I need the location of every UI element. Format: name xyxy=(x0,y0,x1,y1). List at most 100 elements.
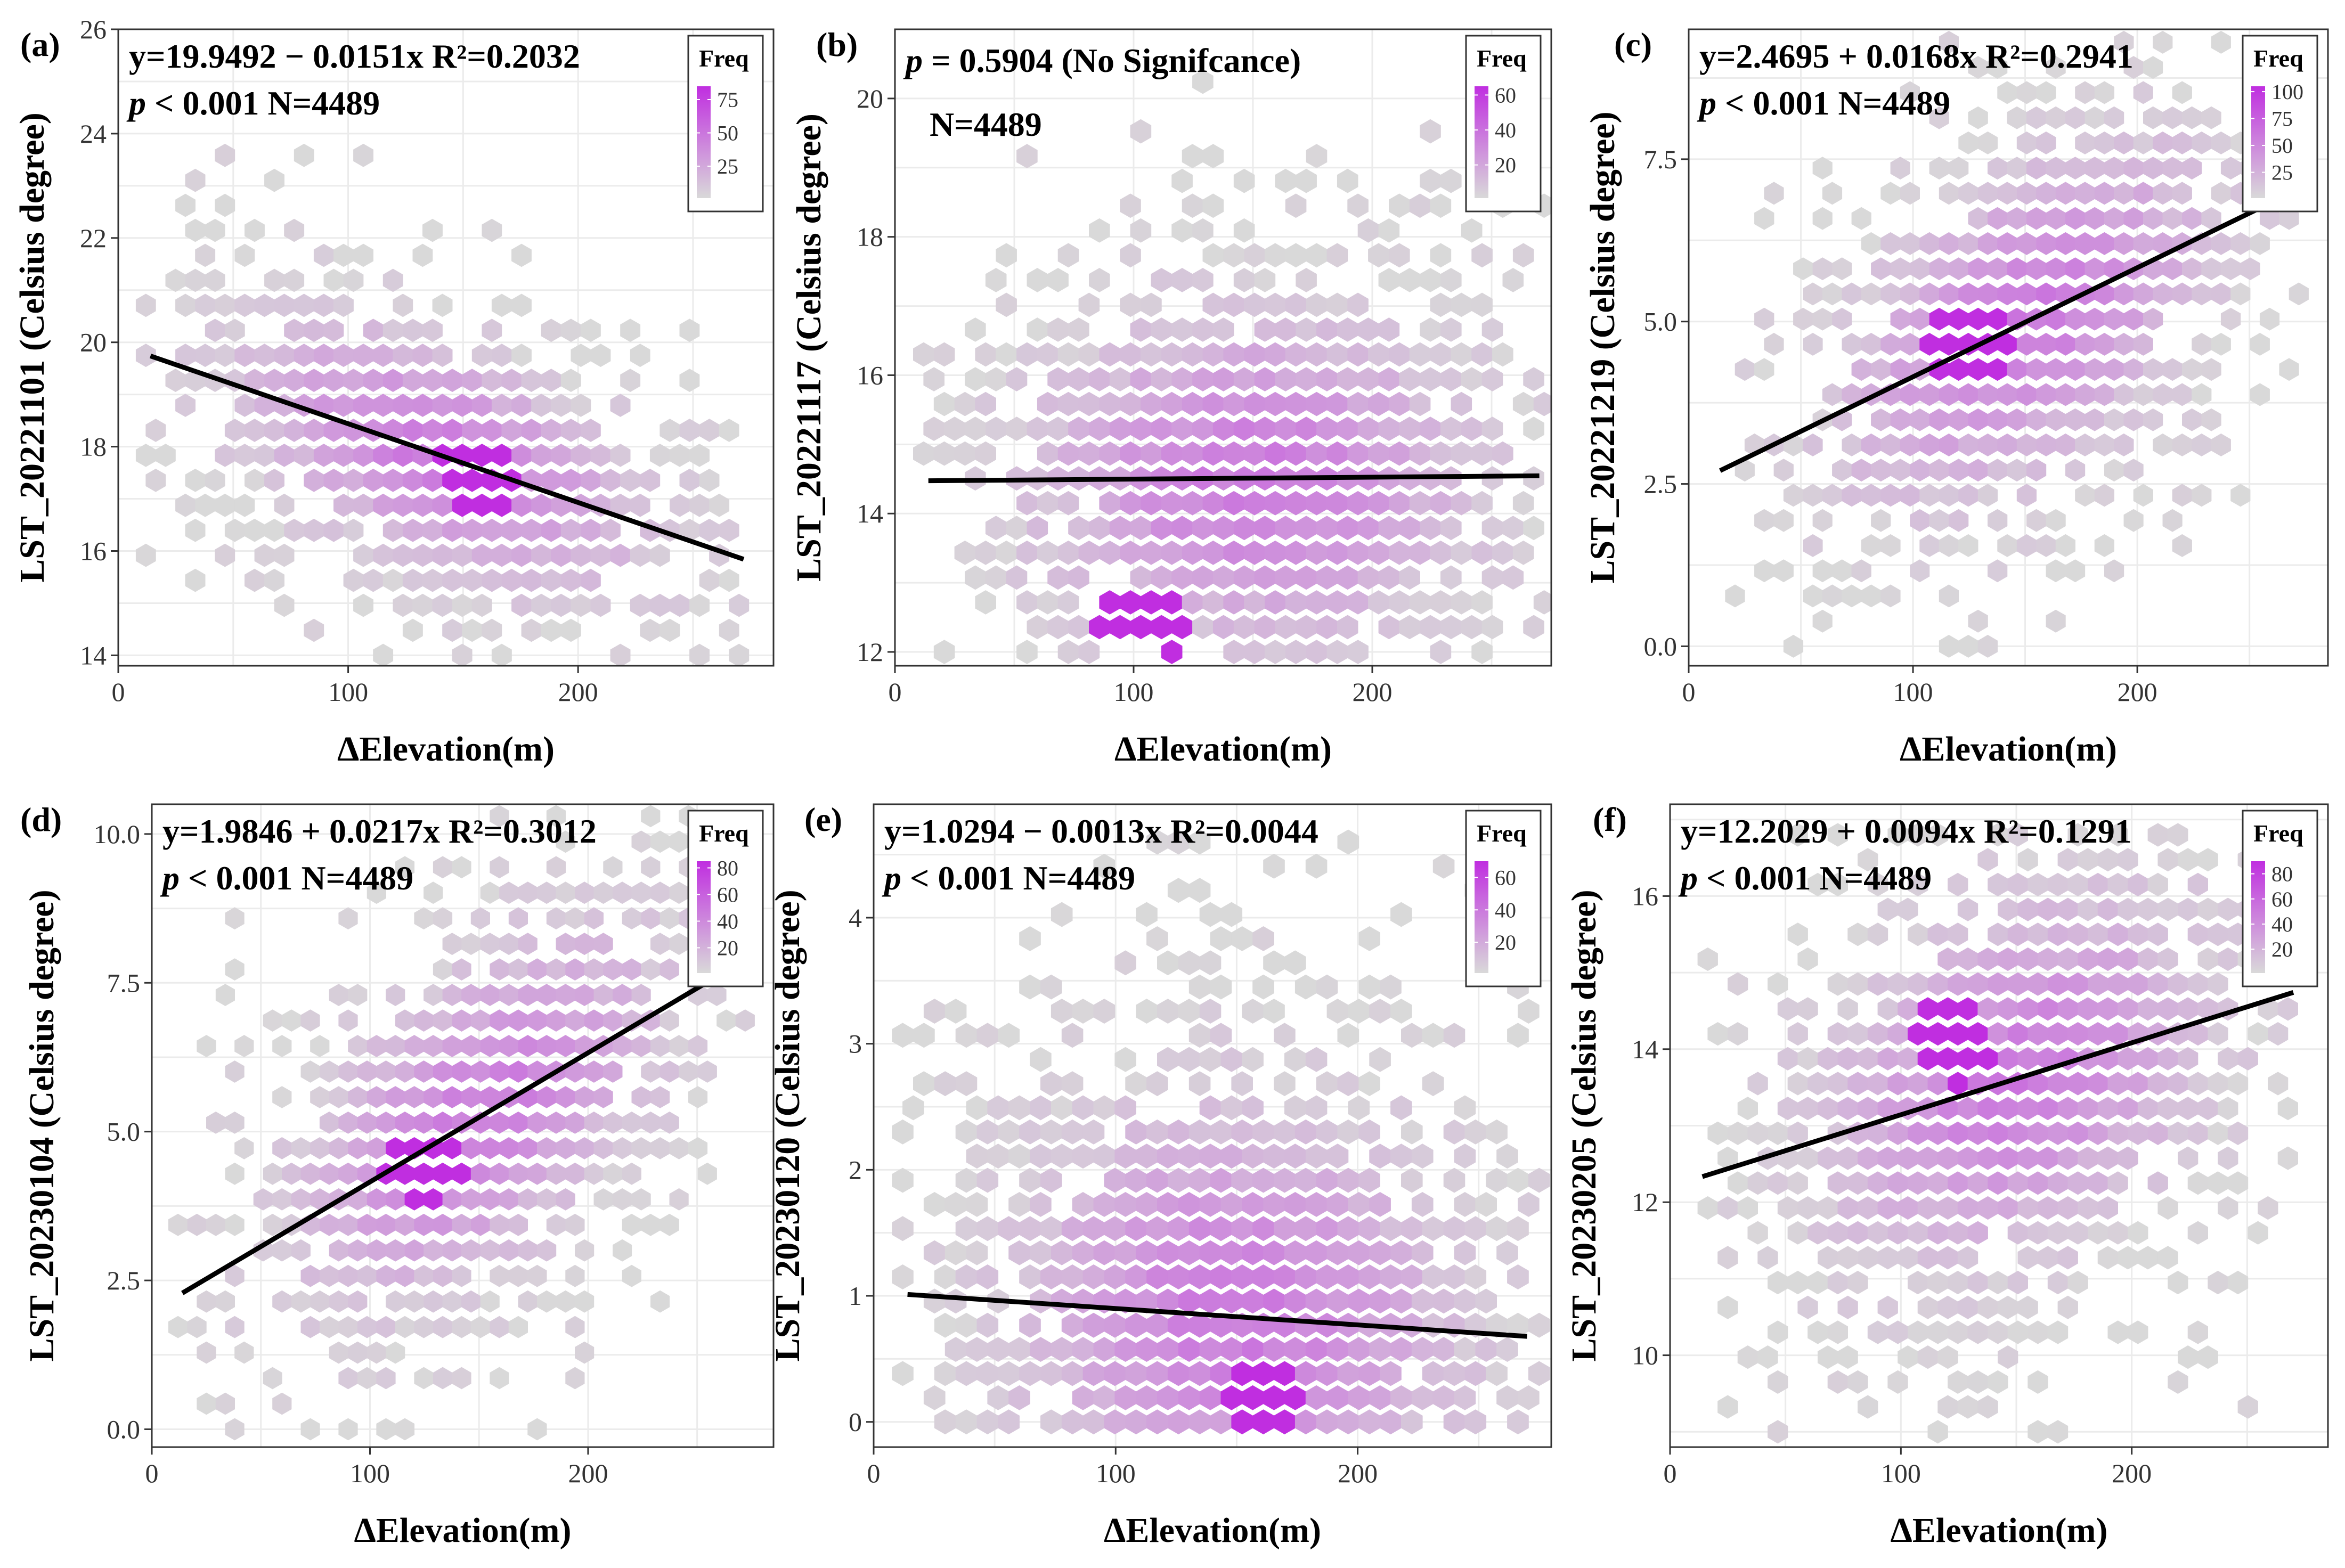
hex-cell xyxy=(1316,1312,1338,1338)
hex-cell xyxy=(386,1290,405,1313)
hex-cell xyxy=(669,1035,689,1057)
hex-cell xyxy=(1296,615,1317,640)
hex-cell xyxy=(2097,997,2118,1021)
hex-cell xyxy=(393,444,413,467)
hex-cell xyxy=(215,1290,235,1313)
hex-cell xyxy=(1220,1240,1243,1265)
hex-cell xyxy=(1917,1295,1938,1319)
hex-cell xyxy=(1827,1221,1848,1245)
hex-cell xyxy=(1737,1097,1758,1121)
hex-cell xyxy=(1114,1240,1136,1265)
hex-cell xyxy=(310,1188,330,1211)
hex-cell xyxy=(1125,1071,1147,1097)
hex-cell xyxy=(432,593,453,617)
hex-cell xyxy=(471,593,492,617)
hex-cell xyxy=(1871,459,1891,482)
hex-cell xyxy=(1851,207,1871,230)
hex-cell xyxy=(1430,541,1452,565)
hex-cell xyxy=(1977,282,1998,306)
hex-cell xyxy=(1233,516,1255,541)
hex-cell xyxy=(395,1264,415,1287)
hex-cell xyxy=(1390,1144,1412,1169)
hex-cell xyxy=(923,1240,946,1265)
hex-cell xyxy=(1171,268,1193,292)
legend-tick-label: 80 xyxy=(2271,862,2293,886)
hex-cell xyxy=(2178,1345,2199,1369)
hex-cell xyxy=(1047,268,1069,292)
hex-cell xyxy=(282,1162,302,1185)
hex-cell xyxy=(1358,1216,1380,1242)
hex-cell xyxy=(1061,1119,1084,1145)
hex-cell xyxy=(2104,207,2124,230)
hex-cell xyxy=(1937,1295,1958,1319)
hex-cell xyxy=(2118,1097,2138,1121)
hex-cell xyxy=(965,367,986,391)
hex-cell xyxy=(1068,615,1089,640)
hex-cell xyxy=(1252,1167,1274,1193)
hex-cell xyxy=(2187,1121,2208,1145)
hex-cell xyxy=(225,1264,245,1287)
hex-cell xyxy=(1937,1345,1958,1369)
hex-cell xyxy=(1296,416,1317,441)
hex-cell xyxy=(1326,1192,1349,1217)
hex-cell xyxy=(1157,950,1179,976)
hex-cell xyxy=(1898,1345,1918,1369)
hex-cell xyxy=(527,958,547,981)
hex-cell xyxy=(1347,391,1369,416)
hex-cell xyxy=(1306,243,1328,268)
hex-cell xyxy=(1832,257,1852,281)
hex-cell xyxy=(499,933,519,956)
hex-cell xyxy=(631,984,651,1006)
hex-cell xyxy=(1399,268,1420,292)
hex-cell xyxy=(2094,534,2114,557)
hex-cell xyxy=(1867,1320,1888,1344)
hex-cell xyxy=(1199,999,1222,1024)
hex-cell xyxy=(1275,565,1296,590)
regression-line xyxy=(1701,990,2294,1179)
hex-cell xyxy=(501,518,522,542)
hex-cell xyxy=(1233,367,1255,391)
hex-cell xyxy=(659,907,679,930)
hex-cell xyxy=(571,394,591,417)
hex-cell xyxy=(670,493,690,517)
hex-cell xyxy=(1305,1288,1328,1314)
hex-cell xyxy=(1797,1097,1818,1121)
hex-cell xyxy=(1420,268,1441,292)
hex-cell xyxy=(1151,565,1172,590)
hex-cell xyxy=(2192,131,2212,154)
hex-cell xyxy=(965,317,986,342)
hex-cell xyxy=(187,1213,207,1236)
hex-cell xyxy=(1430,243,1452,268)
hex-cell xyxy=(2162,157,2183,180)
hex-cell xyxy=(1254,516,1276,541)
hex-cell xyxy=(1768,1171,1788,1195)
hex-cell xyxy=(1326,640,1348,664)
hex-cell xyxy=(1136,999,1158,1024)
hex-cell xyxy=(955,1071,978,1097)
hex-cell xyxy=(395,1009,415,1032)
hex-cell xyxy=(571,593,591,617)
hex-cell xyxy=(1401,1409,1423,1435)
hex-cell xyxy=(1787,1022,1808,1046)
hex-cell xyxy=(234,444,255,467)
legend-tick-label: 20 xyxy=(2271,937,2293,961)
hex-cell xyxy=(319,1316,339,1338)
hex-cell xyxy=(470,1060,490,1083)
hex-cell xyxy=(707,984,727,1006)
hex-cell xyxy=(1927,922,1948,946)
hex-cell xyxy=(1471,541,1493,565)
hex-cell xyxy=(1389,193,1410,218)
hex-cell xyxy=(1847,1171,1868,1195)
hex-cell xyxy=(304,618,324,642)
hex-cell xyxy=(2107,823,2128,847)
hex-cell xyxy=(1523,615,1544,640)
hex-cell xyxy=(508,1213,528,1236)
hex-cell xyxy=(482,369,502,392)
hex-cell xyxy=(2088,1221,2108,1245)
hex-cell xyxy=(1027,615,1048,640)
hex-cell xyxy=(1089,416,1110,441)
hex-cell xyxy=(1728,1171,1748,1195)
hex-cell xyxy=(470,1213,490,1236)
hex-cell xyxy=(1389,590,1410,615)
hex-cell xyxy=(414,1060,434,1083)
